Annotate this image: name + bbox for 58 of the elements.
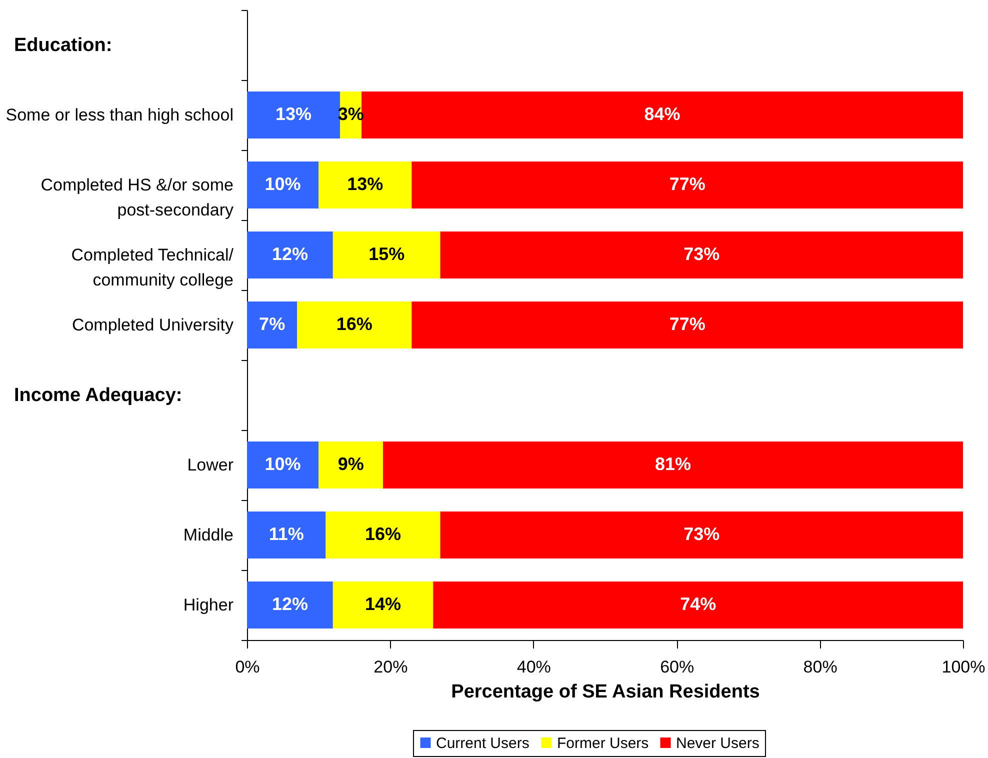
x-axis-title: Percentage of SE Asian Residents (451, 682, 760, 702)
bar (247, 162, 319, 208)
y-tick-label: Completed HS &/or some post-secondary (40, 176, 234, 220)
x-tick-label: 100% (942, 658, 986, 676)
bar (318, 162, 412, 208)
x-tick-label: 80% (803, 658, 838, 676)
y-tick-label: Lower (187, 456, 234, 474)
x-tick-label: 60% (660, 658, 694, 676)
data-label: 7% (259, 314, 286, 334)
data-label: 81% (655, 454, 692, 474)
data-label: 14% (365, 594, 402, 614)
data-label: 10% (264, 454, 301, 474)
bar (247, 442, 319, 488)
data-label: 11% (268, 524, 304, 544)
legend-label: Former Users (557, 734, 649, 752)
bar (247, 582, 333, 628)
bar (440, 232, 963, 278)
bar (362, 92, 963, 138)
bar (383, 442, 963, 488)
data-label: 16% (365, 524, 402, 544)
data-label: 77% (669, 174, 706, 194)
bar (247, 302, 298, 348)
y-tick-label: Completed University (72, 316, 234, 334)
legend-label: Current Users (436, 734, 530, 752)
data-label: 9% (338, 454, 364, 474)
bar (440, 512, 963, 558)
data-label: 73% (684, 524, 720, 544)
x-tick-label: 40% (516, 658, 551, 676)
data-label: 16% (336, 314, 372, 334)
bar (433, 582, 963, 628)
data-label: 15% (368, 244, 405, 264)
data-label: 13% (276, 104, 312, 124)
data-label: 74% (680, 594, 716, 614)
y-tick-label: Some or less than high school (6, 106, 234, 124)
bar (297, 302, 412, 348)
data-label: 10% (264, 174, 301, 194)
bar (247, 232, 333, 278)
bar (318, 442, 384, 488)
text: Education: (14, 35, 112, 56)
data-label: 12% (272, 594, 308, 614)
data-label: 13% (347, 174, 384, 194)
x-tick-label: 0% (235, 658, 260, 676)
bar (412, 302, 963, 348)
bar (412, 162, 963, 208)
text: Income Adequacy: (14, 385, 182, 406)
data-label: 77% (669, 314, 706, 334)
data-label: 84% (644, 104, 680, 124)
bar (247, 512, 326, 558)
x-tick-label: 20% (374, 658, 408, 676)
data-label: 73% (684, 244, 720, 264)
y-tick-label: Middle (183, 526, 234, 544)
bar (332, 232, 440, 278)
legend-label: Never Users (676, 734, 760, 752)
bar (332, 582, 434, 628)
bar (326, 512, 440, 558)
y-tick-label: Higher (183, 596, 234, 614)
y-tick-label: Completed Technical/ community college (71, 246, 234, 290)
data-label: 12% (272, 244, 308, 264)
